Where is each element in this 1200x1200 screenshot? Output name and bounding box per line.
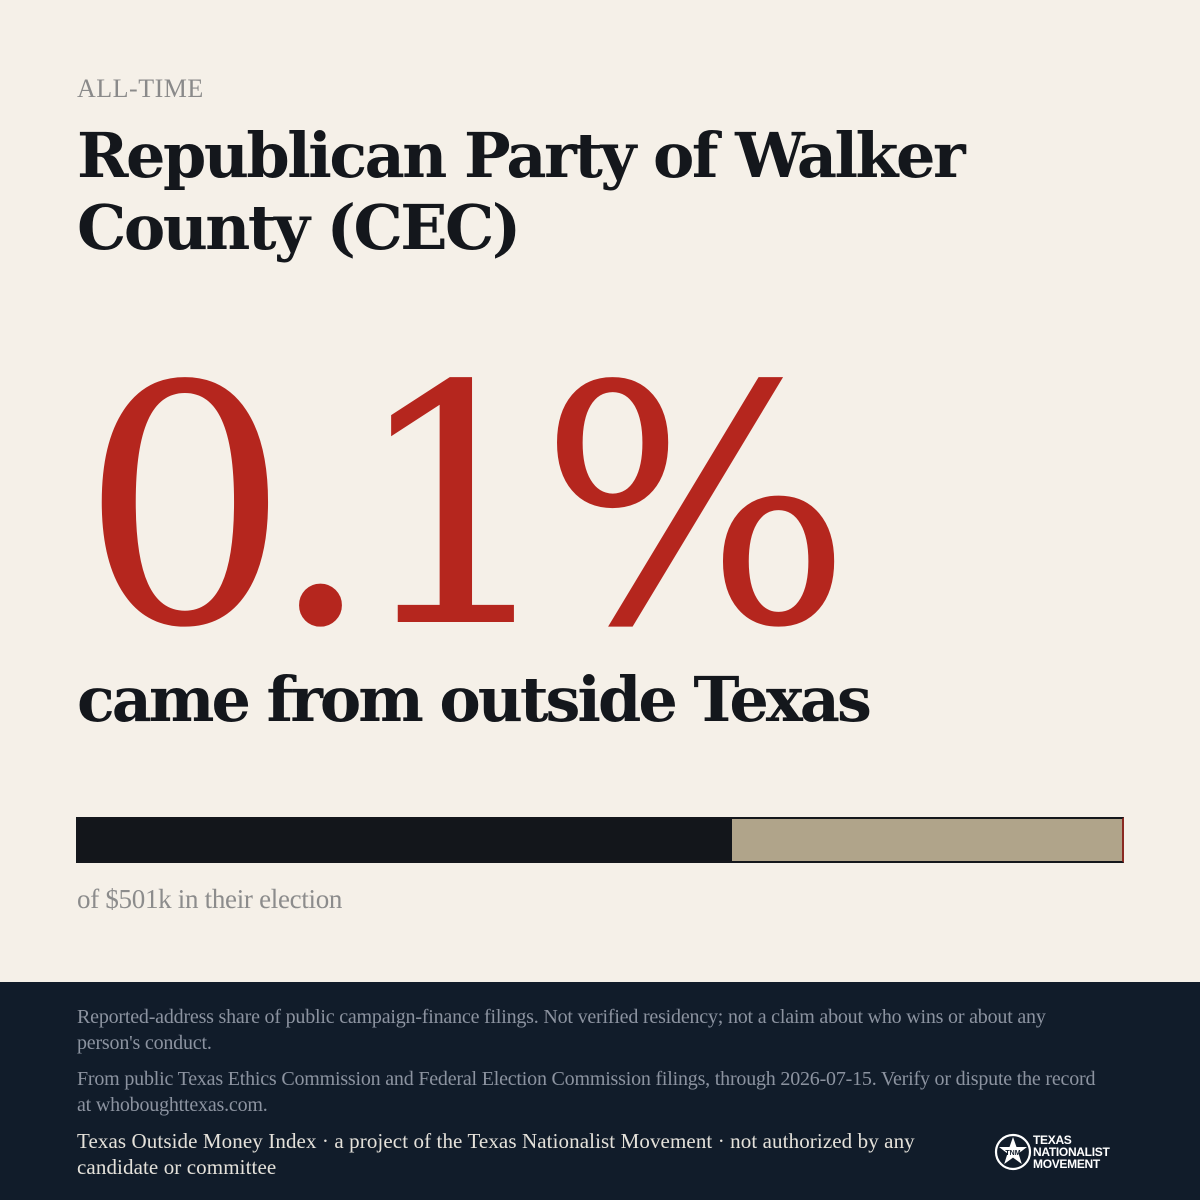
graphic-card: ALL-TIME Republican Party of Walker Coun… — [76, 74, 1124, 914]
logo-wordmark: TEXAS NATIONALIST MOVEMENT — [1033, 1133, 1110, 1171]
tnm-logo: TNM TEXAS NATIONALIST MOVEMENT — [993, 1132, 1133, 1176]
committee-title: Republican Party of Walker County (CEC) — [77, 119, 966, 264]
source-text: From public Texas Ethics Commission and … — [77, 1068, 1096, 1116]
credit-text: Texas Outside Money Index · a project of… — [77, 1129, 915, 1179]
star-badge-icon: TNM — [994, 1133, 1032, 1171]
outside-share-percent: 0.1% — [80, 316, 852, 700]
disclaimer-text: Reported-address share of public campaig… — [77, 1006, 1046, 1054]
svg-text:TNM: TNM — [1005, 1150, 1020, 1157]
outside-share-caption: came from outside Texas — [77, 663, 872, 736]
total-raised-text: of $501k in their election — [77, 884, 343, 914]
footer: Reported-address share of public campaig… — [0, 982, 1200, 1200]
timeframe-label: ALL-TIME — [77, 74, 204, 103]
share-bar — [76, 817, 1124, 863]
share-bar-fill — [78, 819, 732, 861]
